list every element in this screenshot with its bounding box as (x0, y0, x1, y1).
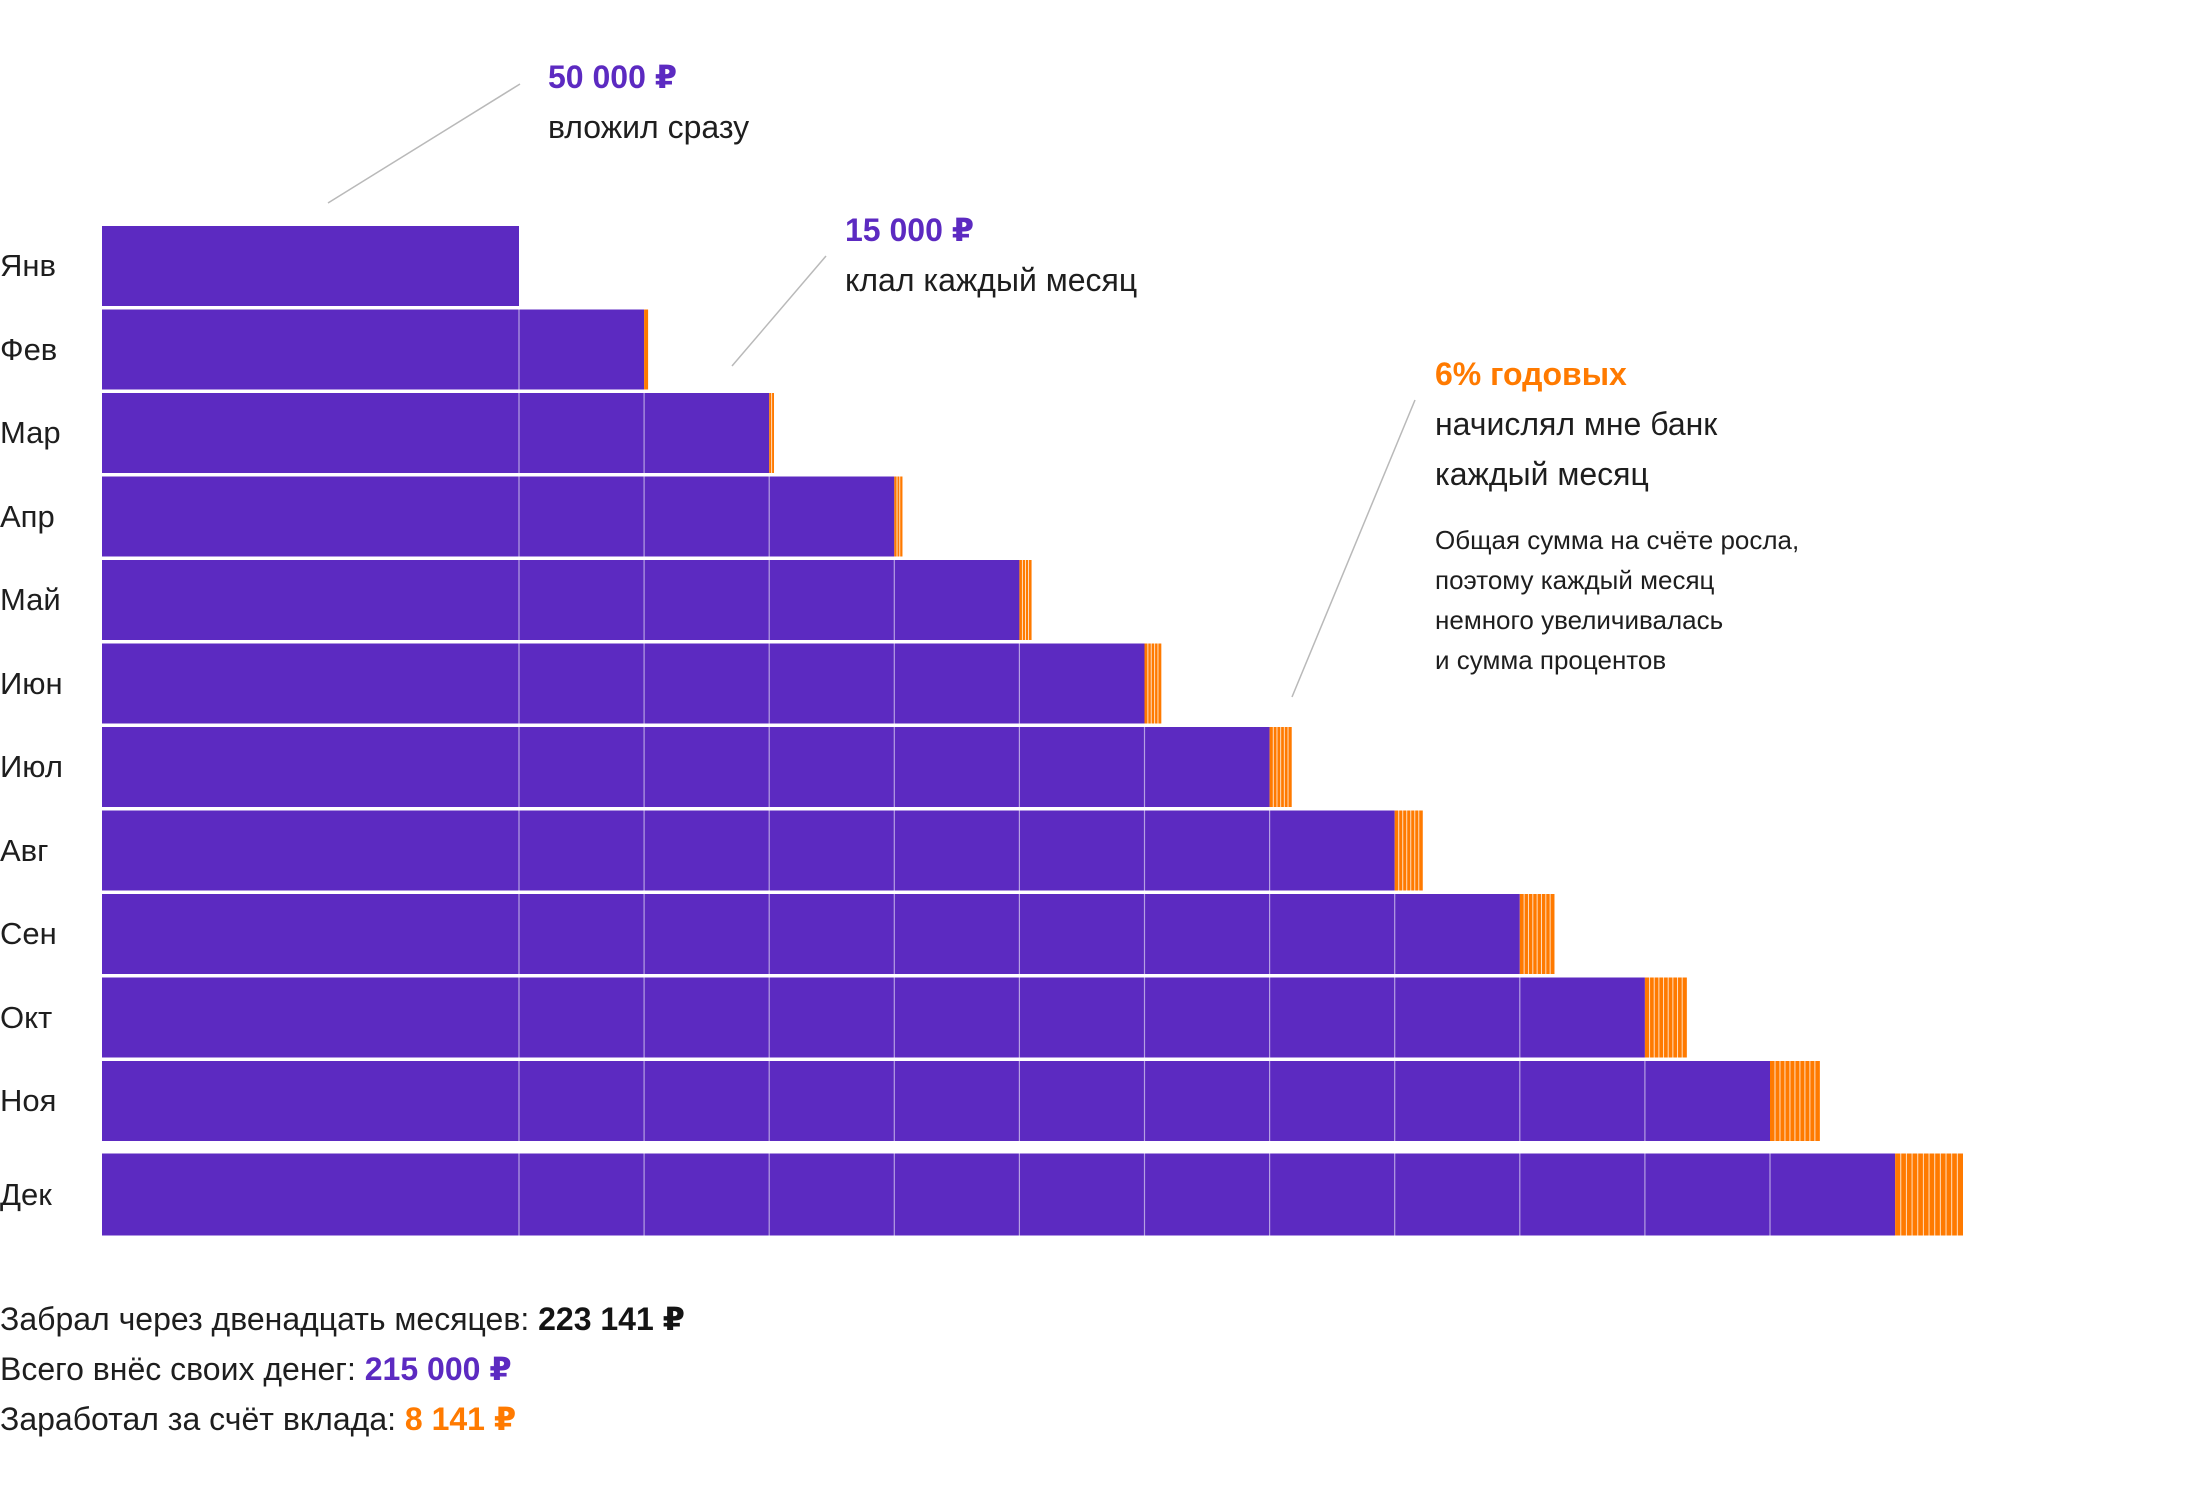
annotation-rate-note3: немного увеличивалась (1435, 605, 1724, 635)
row-label: Сен (0, 916, 57, 951)
annotation-rate-note1: Общая сумма на счёте росла, (1435, 525, 1800, 555)
row-label: Окт (0, 999, 53, 1035)
row-label: Май (0, 582, 61, 617)
bar-principal (102, 894, 1520, 974)
bar-principal (102, 643, 1145, 724)
annotation-initial-amount: 50 000 ₽ (548, 59, 678, 95)
bar-principal (102, 309, 645, 390)
row-label: Апр (0, 498, 55, 534)
bar-interest (1644, 977, 1687, 1058)
summary-earned-value: 8 141 ₽ (404, 1401, 517, 1437)
bar-principal (102, 1061, 1770, 1141)
row-label: Фев (0, 331, 58, 367)
annotation-rate-amount: 6% годовых (1435, 356, 1627, 392)
row-label: Мар (0, 415, 61, 450)
summary-line-3: Заработал за счёт вклада: 8 141 ₽ (0, 1394, 516, 1444)
summary-earned-label: Заработал за счёт вклада: (0, 1401, 396, 1437)
annotation-rate-note: Общая сумма на счёте росла, поэтому кажд… (1435, 520, 1799, 680)
bar-principal (102, 810, 1395, 891)
bar-interest (1394, 810, 1423, 891)
summary-deposited-value: 215 000 ₽ (364, 1351, 512, 1387)
leader-line-monthly (731, 255, 827, 367)
bar-principal (102, 476, 895, 557)
annotation-rate-line1: начислял мне банк (1435, 406, 1718, 442)
bar-principal (102, 393, 770, 473)
bar-principal (102, 977, 1645, 1058)
row-label: Июл (0, 749, 63, 784)
row-label: Июн (0, 665, 63, 701)
bar-interest (894, 476, 903, 557)
row-label: Авг (0, 832, 49, 868)
annotation-initial-text: вложил сразу (548, 109, 750, 145)
bar-principal (102, 560, 1020, 640)
row-label: Дек (0, 1176, 52, 1212)
bar-interest (644, 309, 649, 390)
annotation-monthly-text: клал каждый месяц (845, 262, 1138, 298)
annotation-rate-line2: каждый месяц (1435, 456, 1649, 492)
leader-line-rate (1291, 399, 1416, 698)
bar-principal (102, 226, 519, 306)
annotation-rate-note2: поэтому каждый месяц (1435, 565, 1715, 595)
annotation-initial: 50 000 ₽ вложил сразу (548, 52, 749, 152)
summary-line-1: Забрал через двенадцать месяцев: 223 141… (0, 1294, 685, 1344)
annotation-rate: 6% годовых начислял мне банк каждый меся… (1435, 349, 1717, 499)
annotation-monthly-amount: 15 000 ₽ (845, 212, 975, 248)
summary-line-2: Всего внёс своих денег: 215 000 ₽ (0, 1344, 512, 1394)
bar-principal (102, 727, 1270, 807)
leader-line-initial (327, 83, 521, 204)
row-label: Ноя (0, 1083, 57, 1118)
row-label: Янв (0, 248, 56, 283)
annotation-monthly: 15 000 ₽ клал каждый месяц (845, 205, 1137, 305)
bar-principal (102, 1153, 1896, 1236)
summary-total-label: Забрал через двенадцать месяцев: (0, 1301, 530, 1337)
annotation-rate-note4: и сумма процентов (1435, 645, 1667, 675)
summary-deposited-label: Всего внёс своих денег: (0, 1351, 356, 1387)
bar-interest (1144, 643, 1162, 724)
summary-total-value: 223 141 ₽ (538, 1301, 685, 1337)
